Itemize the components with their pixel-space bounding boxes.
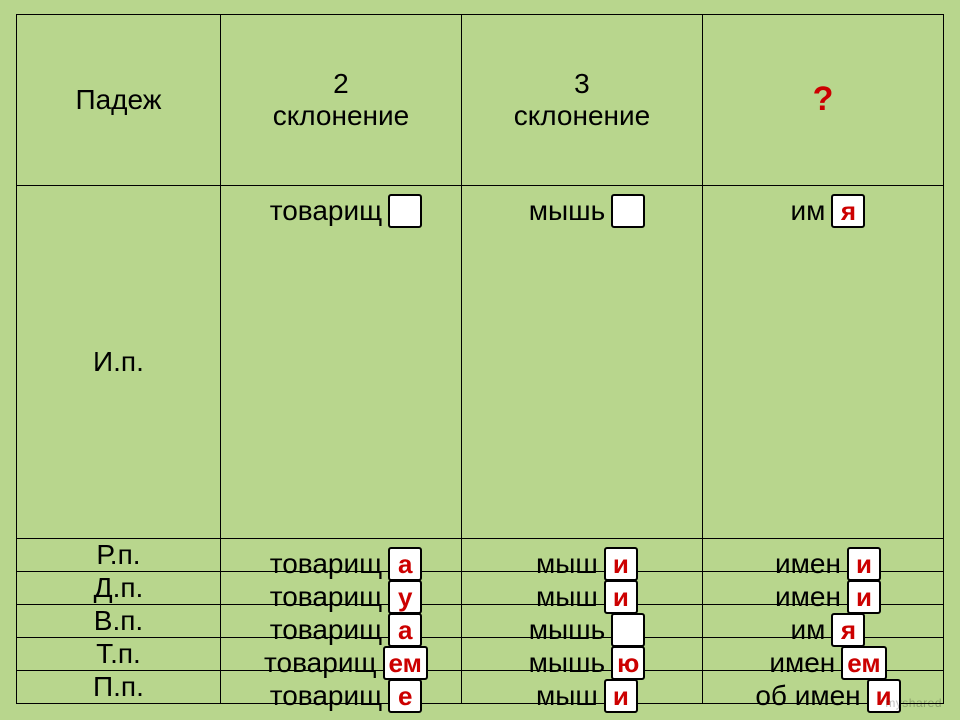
header-case: Падеж [17, 15, 221, 186]
stem: об имен [755, 680, 860, 712]
question-mark: ? [813, 80, 834, 118]
word-wrap: мышь [462, 194, 702, 228]
ending-box: и [604, 679, 638, 713]
word-cell: товарище [220, 671, 461, 704]
header-decl3: 3 склонение [461, 15, 702, 186]
word-cell: имя [702, 605, 943, 638]
table-row: В.п.товарищамышь имя [17, 605, 944, 638]
header-decl2-num: 2 [333, 68, 349, 99]
word-cell: имени [702, 539, 943, 572]
word-cell: именем [702, 638, 943, 671]
word-wrap: имя [703, 194, 943, 228]
word-cell: имени [702, 572, 943, 605]
stem: товарищ [270, 195, 382, 227]
watermark: myshared [885, 696, 942, 710]
case-label: Д.п. [17, 572, 221, 605]
word-cell: товарищу [220, 572, 461, 605]
word-cell: товарищ [220, 186, 461, 539]
table-row: Д.п.товарищумышиимени [17, 572, 944, 605]
stem: мышь [529, 195, 605, 227]
word-cell: товарищем [220, 638, 461, 671]
word-wrap: товарище [221, 679, 461, 713]
table-frame: Падеж 2 склонение 3 склонение ? И.п.това… [0, 0, 960, 720]
header-decl3-num: 3 [574, 68, 590, 99]
word-cell: имя [702, 186, 943, 539]
word-cell: мышь [461, 605, 702, 638]
word-wrap: товарищ [221, 194, 461, 228]
word-wrap: мыши [462, 679, 702, 713]
word-cell: товарища [220, 605, 461, 638]
ending-box [611, 194, 645, 228]
stem: мыш [536, 680, 598, 712]
declension-table: Падеж 2 склонение 3 склонение ? И.п.това… [16, 14, 944, 704]
stem: товарищ [270, 680, 382, 712]
word-cell: мыши [461, 572, 702, 605]
table-row: И.п. товарищ мышь имя [17, 186, 944, 539]
word-cell: мыши [461, 671, 702, 704]
case-label: Р.п. [17, 539, 221, 572]
word-cell: мыши [461, 539, 702, 572]
stem: им [791, 195, 826, 227]
case-label: В.п. [17, 605, 221, 638]
ending-box [388, 194, 422, 228]
case-label: Т.п. [17, 638, 221, 671]
ending-box: е [388, 679, 422, 713]
case-label: П.п. [17, 671, 221, 704]
case-label: И.п. [17, 186, 221, 539]
word-cell: мышь [461, 186, 702, 539]
header-decl3-word: склонение [514, 100, 651, 131]
table-row: П.п.товарищемышиоб имени [17, 671, 944, 704]
word-cell: мышью [461, 638, 702, 671]
header-decl2-word: склонение [273, 100, 410, 131]
ending-box: я [831, 194, 865, 228]
header-decl2: 2 склонение [220, 15, 461, 186]
header-row: Падеж 2 склонение 3 склонение ? [17, 15, 944, 186]
header-question: ? [702, 15, 943, 186]
word-cell: товарища [220, 539, 461, 572]
table-row: Т.п.товарищеммышьюименем [17, 638, 944, 671]
table-row: Р.п.товарищамышиимени [17, 539, 944, 572]
